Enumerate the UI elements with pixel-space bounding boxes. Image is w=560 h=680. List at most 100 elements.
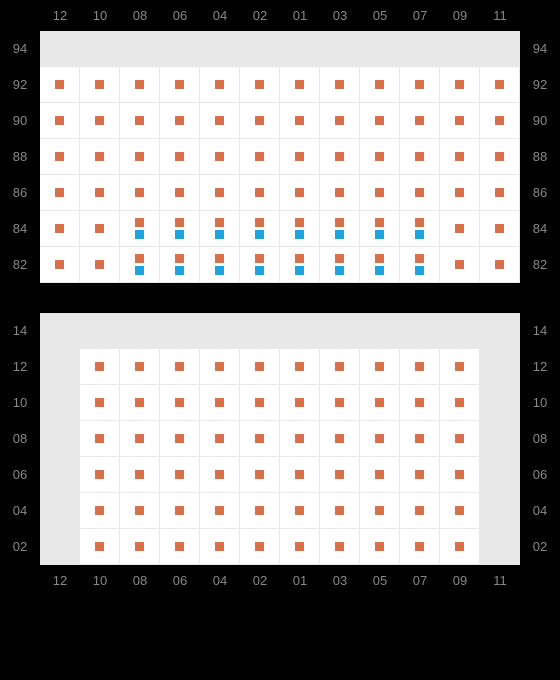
- seat-cell[interactable]: [320, 385, 360, 420]
- seat-cell[interactable]: [400, 421, 440, 456]
- seat-cell[interactable]: [80, 67, 120, 102]
- seat-cell[interactable]: [160, 103, 200, 138]
- seat-cell[interactable]: [120, 67, 160, 102]
- seat-cell[interactable]: [280, 67, 320, 102]
- seat-cell[interactable]: [320, 493, 360, 528]
- seat-cell[interactable]: [320, 457, 360, 492]
- seat-cell[interactable]: [240, 493, 280, 528]
- seat-cell[interactable]: [80, 175, 120, 210]
- seat-cell[interactable]: [160, 421, 200, 456]
- seat-cell[interactable]: [440, 493, 480, 528]
- seat-cell[interactable]: [80, 385, 120, 420]
- seat-cell[interactable]: [120, 385, 160, 420]
- seat-cell[interactable]: [80, 349, 120, 384]
- seat-cell[interactable]: [280, 529, 320, 564]
- seat-cell[interactable]: [240, 349, 280, 384]
- seat-cell[interactable]: [80, 493, 120, 528]
- seat-cell[interactable]: [360, 349, 400, 384]
- seat-cell[interactable]: [40, 67, 80, 102]
- seat-cell[interactable]: [40, 211, 80, 246]
- seat-cell[interactable]: [360, 67, 400, 102]
- seat-cell[interactable]: [200, 103, 240, 138]
- seat-cell[interactable]: [280, 421, 320, 456]
- seat-cell[interactable]: [280, 175, 320, 210]
- seat-cell[interactable]: [240, 103, 280, 138]
- seat-cell[interactable]: [80, 103, 120, 138]
- seat-cell[interactable]: [280, 103, 320, 138]
- seat-cell[interactable]: [120, 139, 160, 174]
- seat-cell[interactable]: [200, 247, 240, 282]
- seat-cell[interactable]: [280, 385, 320, 420]
- seat-cell[interactable]: [440, 421, 480, 456]
- seat-cell[interactable]: [320, 421, 360, 456]
- seat-cell[interactable]: [40, 175, 80, 210]
- seat-cell[interactable]: [320, 211, 360, 246]
- seat-cell[interactable]: [360, 139, 400, 174]
- seat-cell[interactable]: [360, 385, 400, 420]
- seat-cell[interactable]: [160, 529, 200, 564]
- seat-cell[interactable]: [360, 247, 400, 282]
- seat-cell[interactable]: [480, 139, 520, 174]
- seat-cell[interactable]: [400, 67, 440, 102]
- seat-cell[interactable]: [400, 529, 440, 564]
- seat-cell[interactable]: [360, 103, 400, 138]
- seat-cell[interactable]: [280, 139, 320, 174]
- seat-cell[interactable]: [360, 175, 400, 210]
- seat-cell[interactable]: [280, 457, 320, 492]
- seat-cell[interactable]: [200, 67, 240, 102]
- seat-cell[interactable]: [440, 211, 480, 246]
- seat-cell[interactable]: [440, 247, 480, 282]
- seat-cell[interactable]: [160, 67, 200, 102]
- seat-cell[interactable]: [200, 529, 240, 564]
- seat-cell[interactable]: [120, 349, 160, 384]
- seat-cell[interactable]: [40, 103, 80, 138]
- seat-cell[interactable]: [120, 103, 160, 138]
- seat-cell[interactable]: [200, 457, 240, 492]
- seat-cell[interactable]: [480, 211, 520, 246]
- seat-cell[interactable]: [80, 247, 120, 282]
- seat-cell[interactable]: [480, 247, 520, 282]
- seat-cell[interactable]: [200, 175, 240, 210]
- seat-cell[interactable]: [200, 385, 240, 420]
- seat-cell[interactable]: [80, 421, 120, 456]
- seat-cell[interactable]: [200, 493, 240, 528]
- seat-cell[interactable]: [440, 67, 480, 102]
- seat-cell[interactable]: [400, 139, 440, 174]
- seat-cell[interactable]: [160, 211, 200, 246]
- seat-cell[interactable]: [120, 175, 160, 210]
- seat-cell[interactable]: [80, 529, 120, 564]
- seat-cell[interactable]: [440, 175, 480, 210]
- seat-cell[interactable]: [40, 139, 80, 174]
- seat-cell[interactable]: [120, 457, 160, 492]
- seat-cell[interactable]: [240, 421, 280, 456]
- seat-cell[interactable]: [440, 529, 480, 564]
- seat-cell[interactable]: [320, 139, 360, 174]
- seat-cell[interactable]: [320, 67, 360, 102]
- seat-cell[interactable]: [440, 103, 480, 138]
- seat-cell[interactable]: [400, 103, 440, 138]
- seat-cell[interactable]: [120, 211, 160, 246]
- seat-cell[interactable]: [400, 247, 440, 282]
- seat-cell[interactable]: [400, 175, 440, 210]
- seat-cell[interactable]: [360, 529, 400, 564]
- seat-cell[interactable]: [240, 457, 280, 492]
- seat-cell[interactable]: [160, 139, 200, 174]
- seat-cell[interactable]: [160, 493, 200, 528]
- seat-cell[interactable]: [240, 211, 280, 246]
- seat-cell[interactable]: [360, 421, 400, 456]
- seat-cell[interactable]: [320, 103, 360, 138]
- seat-cell[interactable]: [440, 139, 480, 174]
- seat-cell[interactable]: [480, 175, 520, 210]
- seat-cell[interactable]: [240, 175, 280, 210]
- seat-cell[interactable]: [120, 493, 160, 528]
- seat-cell[interactable]: [280, 211, 320, 246]
- seat-cell[interactable]: [280, 493, 320, 528]
- seat-cell[interactable]: [80, 457, 120, 492]
- seat-cell[interactable]: [320, 349, 360, 384]
- seat-cell[interactable]: [120, 247, 160, 282]
- seat-cell[interactable]: [400, 457, 440, 492]
- seat-cell[interactable]: [200, 421, 240, 456]
- seat-cell[interactable]: [320, 529, 360, 564]
- seat-cell[interactable]: [440, 457, 480, 492]
- seat-cell[interactable]: [200, 349, 240, 384]
